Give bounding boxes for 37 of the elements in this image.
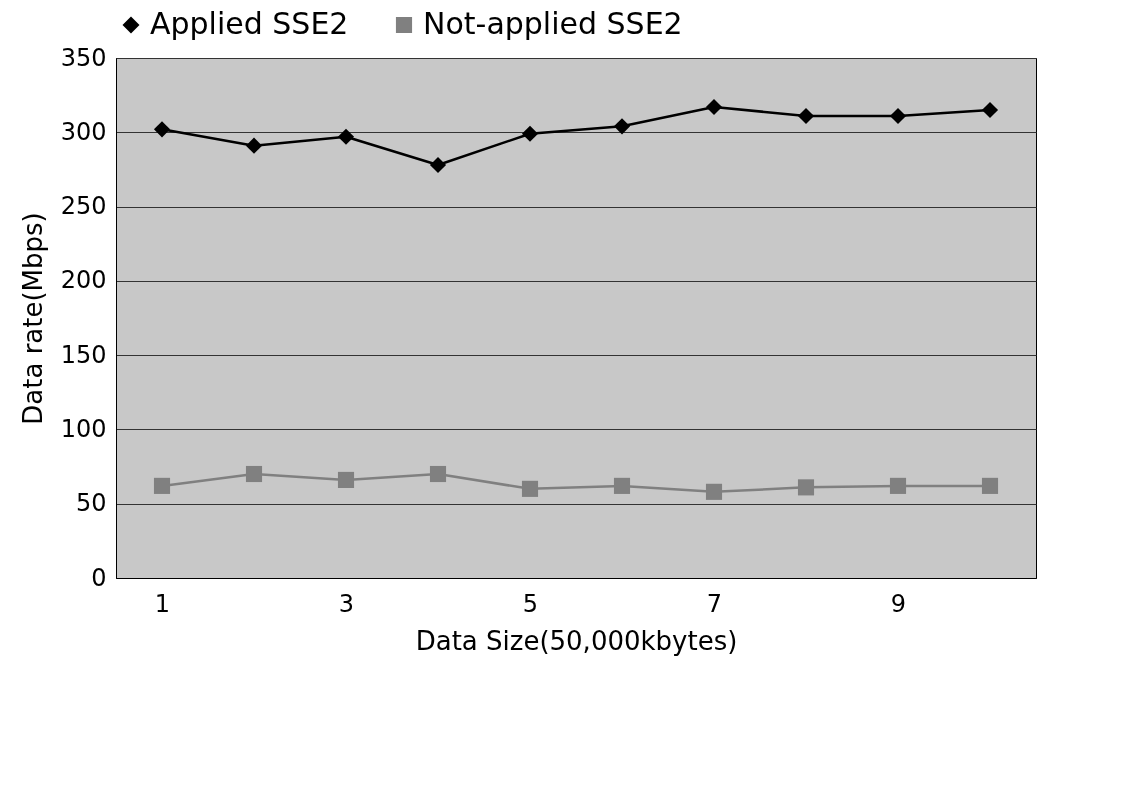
legend-label: Not-applied SSE2 <box>423 6 683 41</box>
y-tick-label: 100 <box>60 414 107 443</box>
x-tick-label: 1 <box>154 589 171 618</box>
point <box>153 121 171 138</box>
point <box>521 125 539 142</box>
y-tick-label: 350 <box>60 43 107 72</box>
y-tick-label: 250 <box>60 192 107 221</box>
point <box>337 471 355 489</box>
y-tick-label: 0 <box>91 563 107 592</box>
point <box>245 137 263 154</box>
point <box>613 118 631 135</box>
x-axis-title: Data Size(50,000kbytes) <box>415 625 738 656</box>
point <box>245 465 263 483</box>
point <box>705 98 723 116</box>
point <box>429 156 447 174</box>
y-tick-label: 150 <box>60 340 107 369</box>
point <box>705 483 723 500</box>
point <box>981 477 999 494</box>
point <box>613 477 631 494</box>
point <box>889 477 907 494</box>
point <box>337 128 355 145</box>
point <box>981 101 999 119</box>
point <box>797 479 815 496</box>
x-tick-label: 3 <box>338 589 355 618</box>
point <box>153 477 171 494</box>
legend-label: Applied SSE2 <box>150 6 349 41</box>
y-tick-label: 50 <box>75 489 107 518</box>
point <box>797 107 815 124</box>
x-tick-label: 9 <box>890 589 907 618</box>
x-tick-label: 7 <box>706 589 723 618</box>
point <box>521 480 539 497</box>
point <box>429 465 447 483</box>
x-tick-label: 5 <box>522 589 539 618</box>
point <box>889 107 907 124</box>
y-tick-label: 300 <box>60 117 107 146</box>
y-tick-label: 200 <box>60 266 107 295</box>
y-axis-title: Data rate(Mbps) <box>17 212 48 425</box>
